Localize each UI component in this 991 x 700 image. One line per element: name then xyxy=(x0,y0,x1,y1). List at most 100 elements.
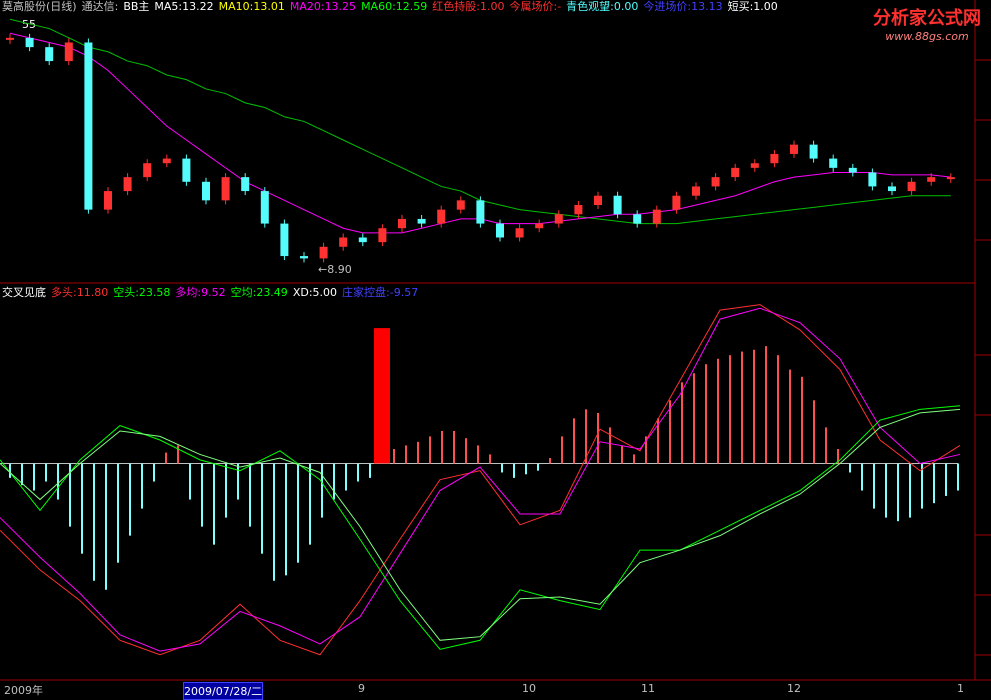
header-item: 空头:23.58 xyxy=(113,286,171,299)
histogram-bar xyxy=(849,463,851,473)
histogram-bar xyxy=(645,436,647,464)
histogram-bar xyxy=(477,445,479,464)
histogram-bar xyxy=(297,463,299,563)
histogram-bar xyxy=(657,418,659,464)
histogram-bar xyxy=(897,463,899,522)
candle xyxy=(613,195,622,215)
histogram-bar xyxy=(801,376,803,464)
candle xyxy=(280,223,289,257)
candle xyxy=(790,144,798,154)
candle xyxy=(437,209,446,224)
histogram-bar xyxy=(57,463,59,500)
candle xyxy=(652,209,661,224)
histogram-bar xyxy=(21,463,23,486)
candle xyxy=(711,177,720,187)
histogram-bar xyxy=(717,358,719,464)
histogram-bar xyxy=(537,463,539,471)
histogram-bar xyxy=(429,436,431,464)
histogram-bar xyxy=(81,463,83,554)
candle xyxy=(319,246,328,259)
histogram-bar xyxy=(597,412,599,464)
histogram-bar xyxy=(933,463,935,504)
histogram-bar xyxy=(201,463,203,527)
candle xyxy=(45,47,54,62)
x-label: 9 xyxy=(358,682,365,695)
histogram-bar xyxy=(333,463,335,500)
price-header: 莫高股份(日线) 通达信: BB主 MA5:13.22 MA10:13.01 MA20:1… xyxy=(2,0,783,13)
indicator-line xyxy=(0,408,961,641)
candle xyxy=(731,167,740,178)
logo-url: www.88gs.com xyxy=(885,30,969,43)
histogram-bar xyxy=(681,382,683,464)
histogram-bar xyxy=(345,463,347,491)
candle xyxy=(848,167,857,173)
histogram-bar xyxy=(633,454,635,464)
candle xyxy=(476,200,485,224)
candle xyxy=(535,223,544,229)
candle xyxy=(84,42,93,210)
histogram-bar xyxy=(885,463,887,518)
candle xyxy=(594,195,602,205)
histogram-bar xyxy=(225,463,227,518)
histogram-bar xyxy=(105,463,107,590)
histogram-bar xyxy=(273,463,275,581)
candle xyxy=(692,186,700,196)
histogram-bar xyxy=(585,409,587,464)
histogram-bar xyxy=(453,430,455,464)
histogram-bar xyxy=(729,355,731,464)
candle xyxy=(456,200,465,210)
indicator-line xyxy=(0,304,961,656)
candle xyxy=(6,37,14,40)
histogram-bar xyxy=(9,463,11,478)
logo: 分析家公式网 www.88gs.com xyxy=(873,4,981,43)
header-item: 短买:1.00 xyxy=(727,0,778,13)
candle xyxy=(25,37,34,48)
histogram-bar xyxy=(501,463,503,473)
histogram-bar xyxy=(669,400,671,464)
candle xyxy=(182,158,191,182)
histogram-bar xyxy=(789,369,791,464)
header-item: MA10:13.01 xyxy=(218,0,285,13)
candle xyxy=(162,158,171,164)
header-item: 庄家控盘:-9.57 xyxy=(342,286,419,299)
histogram-bar xyxy=(417,441,419,464)
histogram-bar xyxy=(825,427,827,464)
candle xyxy=(378,228,387,243)
candle xyxy=(946,177,955,180)
histogram-bar xyxy=(177,445,179,464)
candle xyxy=(143,163,152,178)
logo-title: 分析家公式网 xyxy=(873,8,981,29)
x-label: 1 xyxy=(957,682,964,695)
right-ticks xyxy=(975,59,991,656)
header-item: XD:5.00 xyxy=(292,286,338,299)
histogram-bar xyxy=(117,463,119,563)
histogram-bar xyxy=(33,463,35,491)
x-label: 10 xyxy=(522,682,536,695)
histogram-bar xyxy=(957,463,959,491)
corner-value: 55 xyxy=(22,18,36,31)
histogram-bar xyxy=(93,463,95,581)
candle xyxy=(809,144,818,159)
header-item: MA5:13.22 xyxy=(154,0,214,13)
histogram-bar xyxy=(777,355,779,464)
header-item: 今进场价:13.13 xyxy=(643,0,723,13)
histogram-bar xyxy=(405,445,407,464)
histogram-bar xyxy=(909,463,911,518)
header-item: MA60:12.59 xyxy=(361,0,428,13)
header-item: 交叉见底 xyxy=(2,286,46,299)
histogram-bar xyxy=(369,463,371,478)
histogram-bar xyxy=(237,463,239,500)
histogram-bar xyxy=(753,349,755,464)
low-price-label: ←8.90 xyxy=(318,263,352,276)
header-item: 通达信: xyxy=(81,0,119,13)
histogram-bar xyxy=(465,438,467,464)
histogram-bar xyxy=(741,351,743,464)
candle xyxy=(358,237,367,243)
candle xyxy=(554,214,563,224)
histogram-bar xyxy=(921,463,923,509)
histogram-bar xyxy=(861,463,863,491)
histogram-bar xyxy=(249,463,251,527)
candle xyxy=(104,191,112,210)
